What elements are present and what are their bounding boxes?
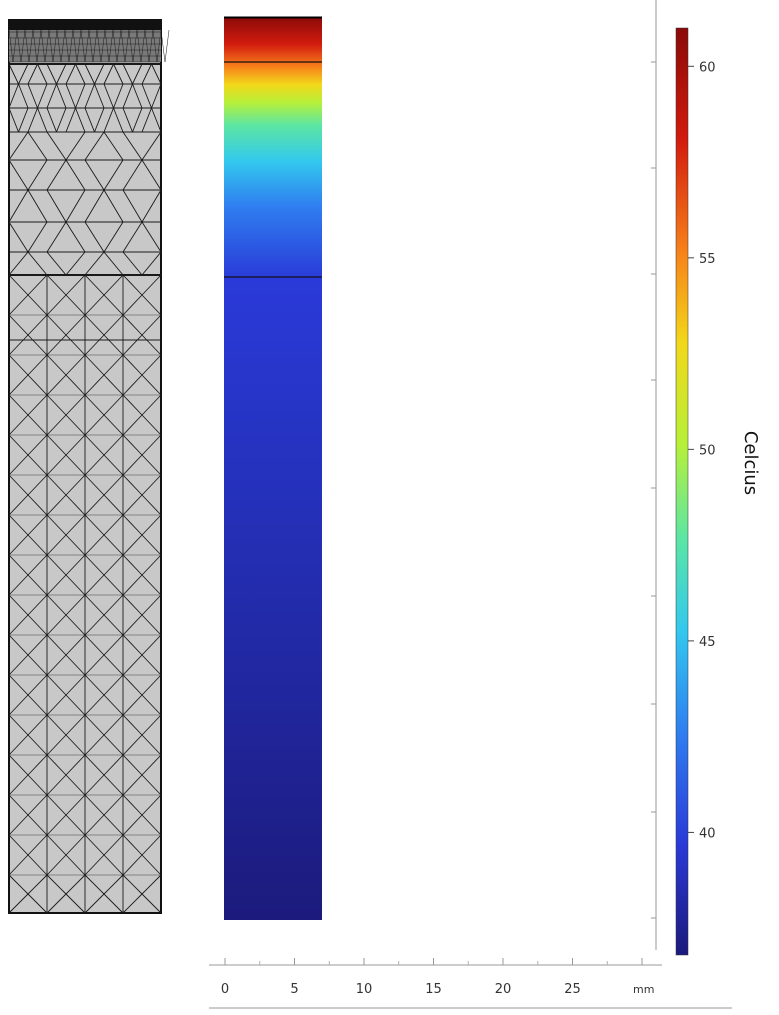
- x-tick-label: 0: [221, 982, 229, 997]
- vertical-axis-ticks: [651, 62, 656, 918]
- colorbar-tick-label: 40: [699, 826, 716, 841]
- x-axis: 0 5 10 15 20 25 mm: [209, 958, 732, 1008]
- temperature-bar: [224, 17, 322, 920]
- colorbar-gradient: [676, 28, 688, 955]
- x-axis-unit-label: mm: [633, 983, 654, 996]
- mesh-fine-diagonal: [165, 30, 169, 62]
- x-tick-label: 25: [564, 982, 581, 997]
- colorbar-tick-labels: 60 55 50 45 40: [699, 60, 716, 841]
- colorbar-ticks: [688, 66, 694, 832]
- colorbar-tick-label: 55: [699, 252, 716, 267]
- x-axis-tick-labels: 0 5 10 15 20 25: [221, 982, 581, 997]
- x-tick-label: 10: [356, 982, 373, 997]
- colorbar: 60 55 50 45 40 Celcius: [676, 28, 761, 955]
- mesh-dense-top-band: [9, 20, 161, 30]
- mesh-fine-band: [9, 30, 161, 62]
- vertical-axis: [651, 0, 656, 950]
- colorbar-tick-label: 50: [699, 443, 716, 458]
- colorbar-tick-label: 45: [699, 635, 716, 650]
- temperature-field: [224, 17, 322, 920]
- colorbar-tick-label: 60: [699, 60, 716, 75]
- x-tick-label: 5: [290, 982, 298, 997]
- colorbar-title: Celcius: [740, 431, 761, 495]
- x-axis-ticks: [225, 958, 642, 965]
- x-tick-label: 20: [495, 982, 512, 997]
- mesh-panel: [9, 20, 169, 913]
- x-tick-label: 15: [425, 982, 442, 997]
